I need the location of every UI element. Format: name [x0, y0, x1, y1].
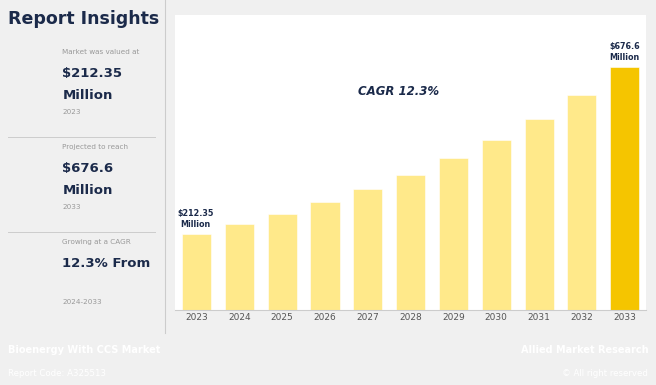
- Text: 2024-2033: 2024-2033: [62, 299, 102, 305]
- Bar: [567, 95, 596, 310]
- Text: Allied Market Research: Allied Market Research: [520, 345, 648, 355]
- Text: $212.35
Million: $212.35 Million: [178, 209, 214, 229]
- Text: $676.6: $676.6: [62, 162, 113, 174]
- Text: 12.3% From: 12.3% From: [62, 256, 151, 270]
- Text: © All right reserved: © All right reserved: [562, 369, 648, 378]
- Text: Projected to reach: Projected to reach: [62, 144, 129, 150]
- Bar: [610, 67, 640, 310]
- Text: 2033: 2033: [62, 204, 81, 210]
- Bar: [182, 234, 211, 310]
- Bar: [354, 189, 382, 310]
- Bar: [439, 158, 468, 310]
- Text: 2023: 2023: [62, 109, 81, 115]
- Bar: [525, 119, 554, 310]
- Bar: [225, 224, 254, 310]
- Text: Growing at a CAGR: Growing at a CAGR: [62, 239, 131, 245]
- Text: CAGR 12.3%: CAGR 12.3%: [358, 85, 440, 99]
- Text: Million: Million: [62, 89, 113, 102]
- Text: Market was valued at: Market was valued at: [62, 49, 140, 55]
- Text: Report Insights: Report Insights: [8, 10, 159, 28]
- Text: Report Code: A325513: Report Code: A325513: [8, 369, 106, 378]
- Bar: [482, 140, 511, 310]
- Text: Million: Million: [62, 184, 113, 196]
- Bar: [268, 214, 297, 310]
- Text: $676.6
Million: $676.6 Million: [609, 42, 640, 62]
- Text: Bioenergy With CCS Market: Bioenergy With CCS Market: [8, 345, 160, 355]
- Bar: [310, 202, 340, 310]
- Bar: [396, 174, 425, 310]
- Text: $212.35: $212.35: [62, 67, 122, 80]
